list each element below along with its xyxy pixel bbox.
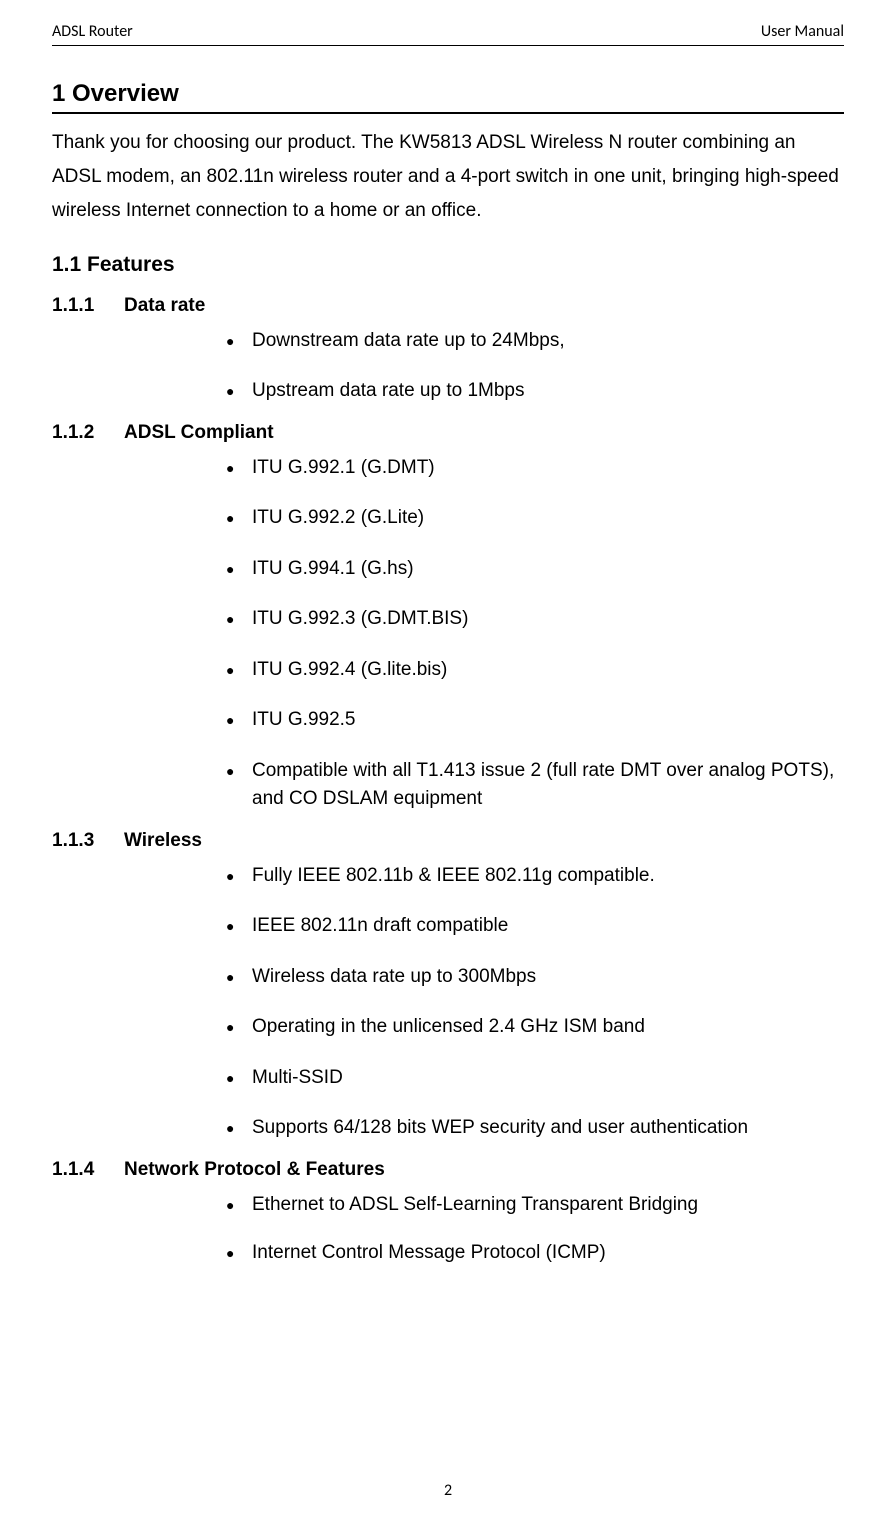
bullet-list-wireless: Fully IEEE 802.11b & IEEE 802.11g compat… <box>52 862 844 1143</box>
list-item: ITU G.992.2 (G.Lite) <box>52 504 844 533</box>
subsection-heading-adsl: 1.1.2 ADSL Compliant <box>52 422 844 444</box>
list-item: Ethernet to ADSL Self-Learning Transpare… <box>52 1191 844 1220</box>
page-title: 1 Overview <box>52 80 844 108</box>
list-item: Fully IEEE 802.11b & IEEE 802.11g compat… <box>52 862 844 891</box>
list-item: Wireless data rate up to 300Mbps <box>52 963 844 992</box>
list-item: ITU G.994.1 (G.hs) <box>52 555 844 584</box>
intro-paragraph: Thank you for choosing our product. The … <box>52 126 844 229</box>
subsection-heading-wireless: 1.1.3 Wireless <box>52 830 844 852</box>
bullet-list-network: Ethernet to ADSL Self-Learning Transpare… <box>52 1191 844 1268</box>
header-right: User Manual <box>761 22 844 41</box>
subsection-title: ADSL Compliant <box>124 422 274 444</box>
subsection-title: Network Protocol & Features <box>124 1159 385 1181</box>
list-item: ITU G.992.5 <box>52 706 844 735</box>
page-number: 2 <box>0 1481 896 1500</box>
subsection-number: 1.1.2 <box>52 422 124 444</box>
subsection-title: Data rate <box>124 295 205 317</box>
section-heading-features: 1.1 Features <box>52 253 844 277</box>
page-header: ADSL Router User Manual <box>52 22 844 46</box>
header-left: ADSL Router <box>52 22 133 41</box>
list-item: Downstream data rate up to 24Mbps, <box>52 327 844 356</box>
subsection-heading-data-rate: 1.1.1 Data rate <box>52 295 844 317</box>
title-rule <box>52 112 844 114</box>
list-item: Supports 64/128 bits WEP security and us… <box>52 1114 844 1143</box>
subsection-number: 1.1.3 <box>52 830 124 852</box>
bullet-list-adsl: ITU G.992.1 (G.DMT) ITU G.992.2 (G.Lite)… <box>52 454 844 814</box>
list-item: ITU G.992.3 (G.DMT.BIS) <box>52 605 844 634</box>
list-item: Upstream data rate up to 1Mbps <box>52 377 844 406</box>
subsection-number: 1.1.1 <box>52 295 124 317</box>
subsection-title: Wireless <box>124 830 202 852</box>
bullet-list-data-rate: Downstream data rate up to 24Mbps, Upstr… <box>52 327 844 406</box>
list-item: IEEE 802.11n draft compatible <box>52 912 844 941</box>
list-item: Internet Control Message Protocol (ICMP) <box>52 1239 844 1268</box>
subsection-heading-network: 1.1.4 Network Protocol & Features <box>52 1159 844 1181</box>
list-item: Operating in the unlicensed 2.4 GHz ISM … <box>52 1013 844 1042</box>
list-item: Compatible with all T1.413 issue 2 (full… <box>52 757 844 814</box>
subsection-number: 1.1.4 <box>52 1159 124 1181</box>
list-item: ITU G.992.1 (G.DMT) <box>52 454 844 483</box>
list-item: ITU G.992.4 (G.lite.bis) <box>52 656 844 685</box>
list-item: Multi-SSID <box>52 1064 844 1093</box>
